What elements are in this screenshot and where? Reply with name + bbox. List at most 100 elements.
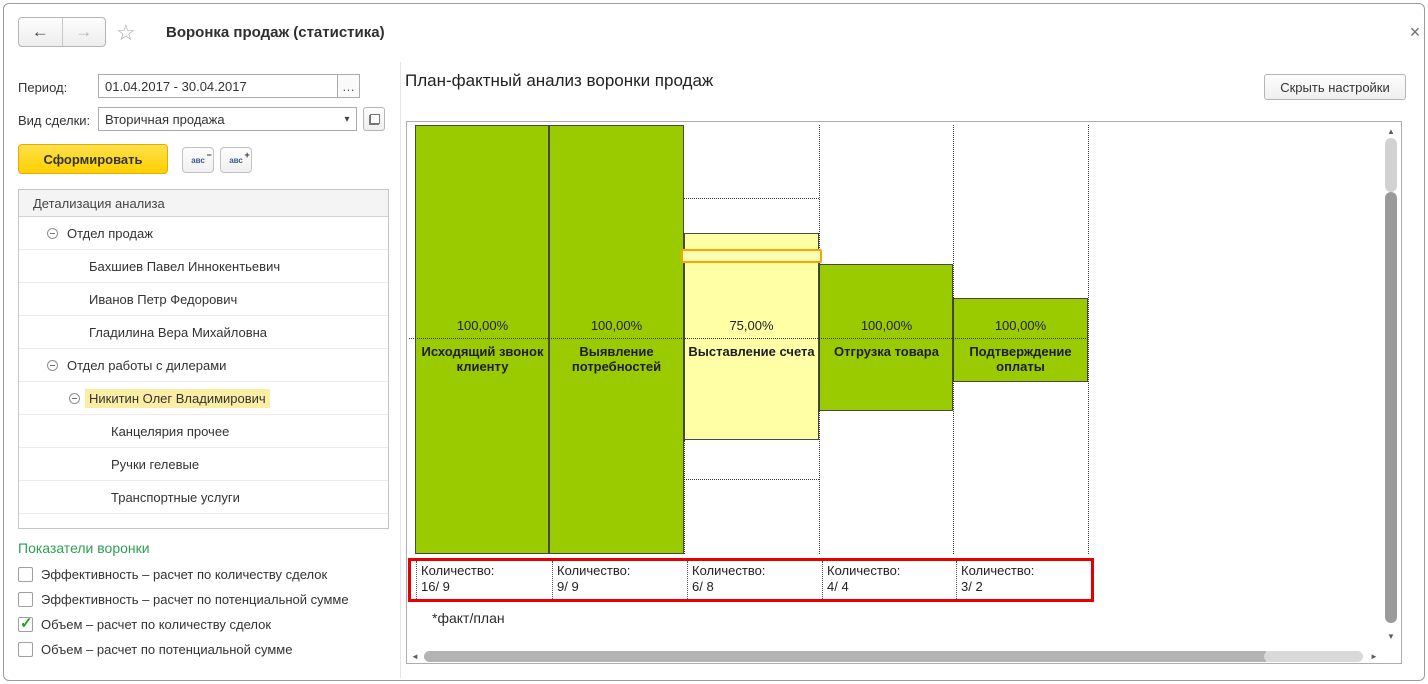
indicator-option[interactable]: Эффективность – расчет по количеству сде… [18, 564, 327, 584]
deal-type-combobox[interactable]: Вторичная продажа ▾ [98, 107, 357, 131]
quantity-cell: Количество: 6/ 8 [687, 561, 822, 599]
indicator-option-label: Эффективность – расчет по потенциальной … [41, 591, 349, 607]
vertical-scrollbar-track-segment[interactable] [1385, 138, 1397, 192]
history-nav: ← → [18, 17, 106, 47]
plan-level-line-stage-3-top [684, 198, 819, 199]
hide-settings-button[interactable]: Скрыть настройки [1264, 74, 1406, 100]
column-separator-line [1088, 125, 1089, 554]
generate-button[interactable]: Сформировать [18, 144, 168, 174]
plan-level-line-stage-3-bottom [684, 479, 819, 480]
tree-item-label: Гладилина Вера Михайловна [89, 324, 268, 340]
analysis-tree-rows: Отдел продаж Бахшиев Павел Иннокентьевич И… [19, 217, 388, 514]
indicator-option-label: Объем – расчет по потенциальной сумме [41, 641, 293, 657]
funnel-center-line [409, 338, 1088, 339]
window-title: Воронка продаж (статистика) [166, 24, 385, 41]
deal-type-value: Вторичная продажа [105, 111, 225, 127]
period-value: 01.04.2017 - 30.04.2017 [105, 78, 247, 94]
tree-item-label: Транспортные услуги [111, 489, 240, 505]
analysis-tree: Детализация анализа Отдел продаж Бахшиев … [18, 189, 389, 529]
checkbox-unchecked-icon[interactable] [18, 591, 33, 607]
checkbox-checked-icon[interactable]: ✓ [18, 614, 33, 632]
stage-percent: 100,00% [590, 318, 643, 333]
stage-percent: 75,00% [729, 318, 774, 333]
collapse-groups-icon: авс − [191, 149, 212, 165]
funnel-chart: 100,00% 100,00% 75,00% 100,00% 100,00% И… [406, 121, 1402, 664]
tree-item[interactable]: Транспортные услуги [19, 481, 388, 514]
tree-item-label: Канцелярия прочее [111, 423, 230, 439]
funnel-bar-stage-1[interactable] [415, 125, 549, 554]
collapse-node-icon[interactable] [69, 392, 80, 404]
collapse-groups-button[interactable]: авс − [182, 147, 214, 173]
period-field[interactable]: 01.04.2017 - 30.04.2017 … [98, 74, 360, 98]
collapse-node-icon[interactable] [47, 359, 58, 371]
analysis-tree-header[interactable]: Детализация анализа [19, 190, 388, 217]
funnel-indicators-title: Показатели воронки [18, 540, 150, 556]
forward-arrow-icon: → [75, 22, 93, 41]
period-ellipsis-button[interactable]: … [337, 75, 359, 97]
quantity-cell: Количество: 16/ 9 [416, 561, 552, 599]
checkbox-unchecked-icon[interactable] [18, 566, 33, 582]
tree-item[interactable]: Отдел продаж [19, 217, 388, 250]
app-window: ← → ☆ Воронка продаж (статистика) × Пери… [3, 3, 1425, 681]
collapse-node-icon[interactable] [47, 227, 58, 239]
tree-item[interactable]: Канцелярия прочее [19, 415, 388, 448]
indicator-option-label: Эффективность – расчет по количеству сде… [41, 566, 328, 582]
stage-label: Исходящий звонок клиенту [421, 344, 544, 374]
stage-label: Подтверждение оплаты [969, 344, 1072, 374]
stage-label: Выставление счета [688, 344, 815, 359]
indicator-option[interactable]: Объем – расчет по потенциальной сумме [18, 639, 292, 659]
tree-item-label: Отдел работы с дилерами [67, 357, 227, 373]
panel-splitter[interactable] [400, 62, 401, 678]
stage-label: Выявление потребностей [571, 344, 662, 374]
tree-item[interactable]: Отдел работы с дилерами [19, 349, 388, 382]
tree-item-label: Ручки гелевые [111, 456, 200, 472]
tree-item-label: Отдел продаж [67, 225, 153, 241]
quantity-annotation-box: Количество: 16/ 9 Количество: 9/ 9 Количес… [408, 558, 1094, 602]
scroll-down-icon[interactable]: ▼ [1387, 632, 1395, 641]
scroll-up-icon[interactable]: ▲ [1387, 127, 1395, 136]
column-separator-line [953, 125, 954, 554]
tree-item-label: Иванов Петр Федорович [89, 291, 238, 307]
scroll-left-icon[interactable]: ◄ [411, 652, 419, 661]
tree-item[interactable]: Ручки гелевые [19, 448, 388, 481]
back-arrow-icon: ← [31, 22, 49, 41]
tree-item[interactable]: Бахшиев Павел Иннокентьевич [19, 250, 388, 283]
tree-item[interactable]: Гладилина Вера Михайловна [19, 316, 388, 349]
favorite-star-icon[interactable]: ☆ [116, 20, 136, 45]
vertical-scrollbar-thumb[interactable] [1385, 192, 1397, 623]
tree-item-label: Бахшиев Павел Иннокентьевич [89, 258, 281, 274]
column-separator-line [684, 440, 685, 554]
funnel-bar-stage-3[interactable] [684, 233, 819, 440]
horizontal-scrollbar-track-segment[interactable] [1264, 651, 1363, 662]
scroll-right-icon[interactable]: ► [1370, 652, 1378, 661]
dropdown-button[interactable]: ▾ [338, 108, 356, 130]
tree-item-label: Никитин Олег Владимирович [85, 388, 270, 408]
stage-percent: 100,00% [994, 318, 1047, 333]
indicator-option-label: Объем – расчет по количеству сделок [41, 616, 272, 632]
deal-type-label: Вид сделки: [18, 113, 91, 128]
horizontal-scrollbar-thumb[interactable] [424, 651, 1270, 662]
stage-percent: 100,00% [456, 318, 509, 333]
stage-percent: 100,00% [860, 318, 913, 333]
close-icon[interactable]: × [1409, 22, 1421, 42]
deal-type-open-button[interactable] [363, 107, 385, 131]
indicator-option[interactable]: Эффективность – расчет по потенциальной … [18, 589, 349, 609]
stage-label: Отгрузка товара [834, 344, 939, 359]
ellipsis-icon: … [342, 78, 355, 94]
checkbox-unchecked-icon[interactable] [18, 641, 33, 657]
funnel-bar-stage-2[interactable] [549, 125, 684, 554]
report-title: План-фактный анализ воронки продаж [405, 71, 714, 90]
forward-button[interactable]: → [63, 18, 106, 46]
back-button[interactable]: ← [19, 18, 63, 46]
period-label: Период: [18, 80, 68, 95]
expand-groups-button[interactable]: авс + [220, 147, 252, 173]
chevron-down-icon: ▾ [344, 113, 350, 125]
column-separator-line [819, 125, 820, 554]
open-window-icon [368, 113, 380, 125]
tree-item[interactable]: Никитин Олег Владимирович [19, 382, 388, 415]
quantity-cell: Количество: 9/ 9 [552, 561, 687, 599]
indicator-option[interactable]: ✓ Объем – расчет по количеству сделок [18, 614, 271, 634]
selected-segment-highlight[interactable] [681, 249, 822, 263]
expand-groups-icon: авс + [229, 149, 250, 165]
tree-item[interactable]: Иванов Петр Федорович [19, 283, 388, 316]
